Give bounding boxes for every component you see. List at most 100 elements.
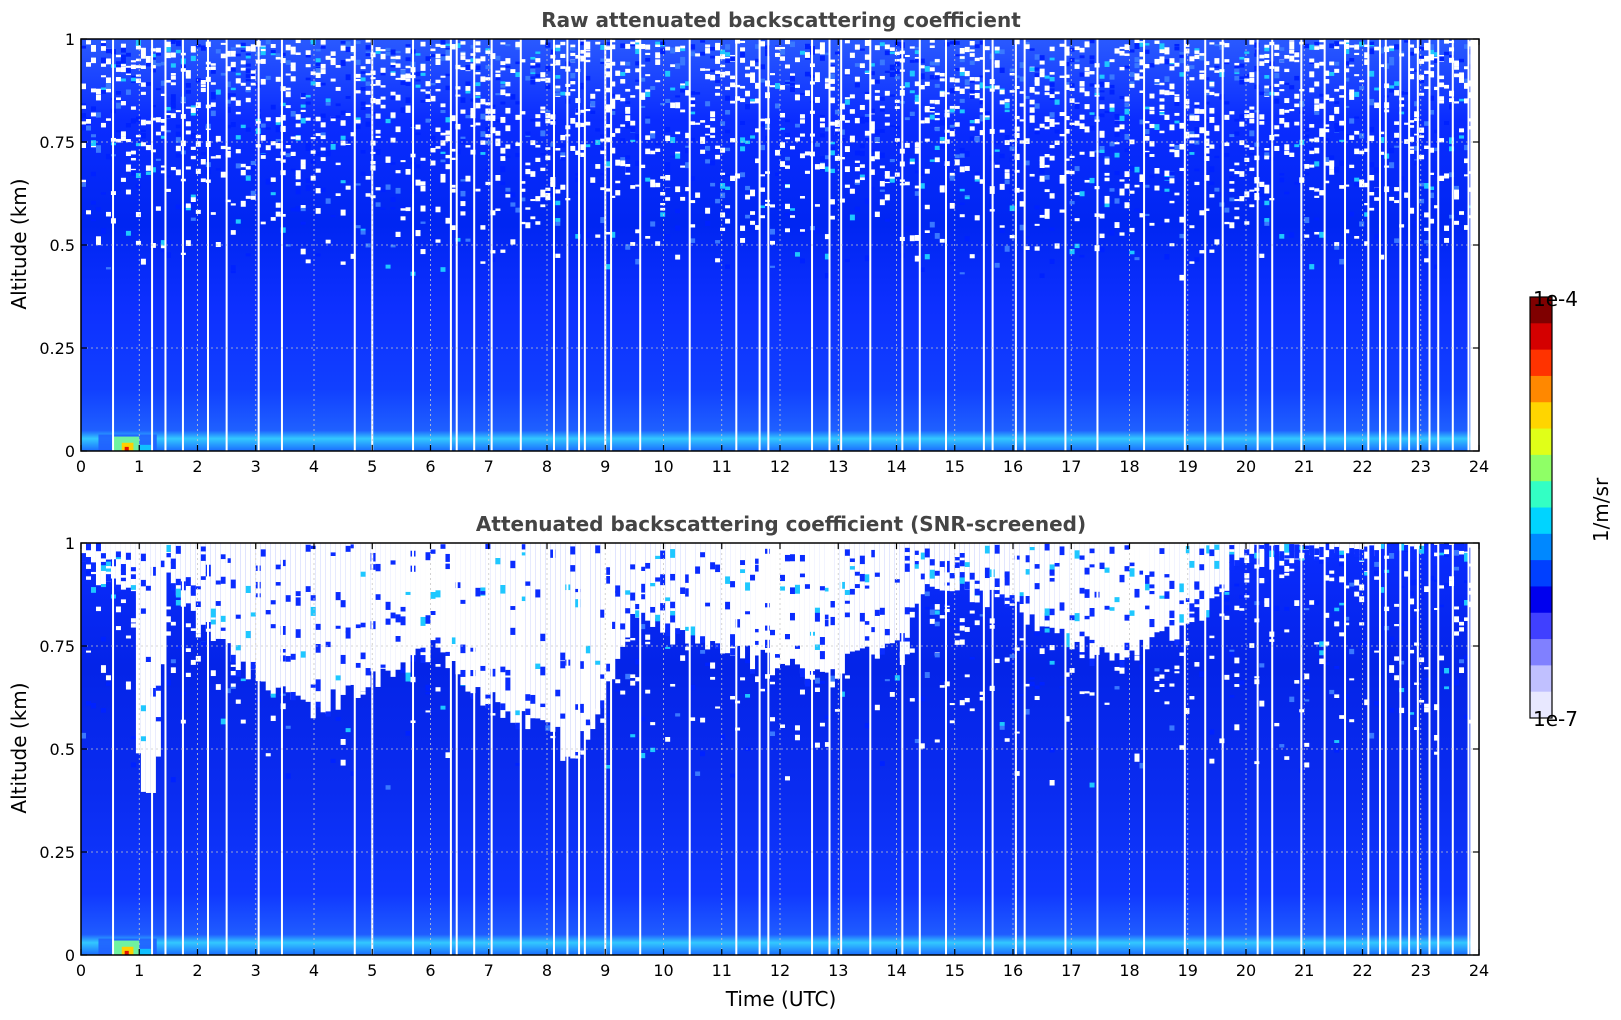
noise-speck: [1394, 191, 1400, 194]
noise-speck: [919, 696, 926, 702]
cloud-block: [285, 656, 292, 662]
cloud-block: [1004, 597, 1011, 601]
heatmap-column: [195, 543, 202, 955]
noise-speck: [85, 570, 92, 575]
cloud-block: [640, 566, 646, 571]
cloud-block: [1324, 543, 1330, 551]
noise-speck: [1329, 169, 1335, 175]
screened-region: [370, 543, 377, 672]
noise-speck: [105, 675, 112, 681]
noise-speck: [1309, 600, 1315, 605]
noise-speck: [270, 49, 277, 54]
noise-speck: [929, 159, 936, 162]
noise-speck: [275, 76, 282, 82]
heatmap-column: [140, 39, 147, 451]
noise-speck: [570, 117, 576, 124]
noise-speck: [720, 147, 726, 153]
noise-speck: [100, 636, 107, 642]
noise-speck: [1319, 103, 1325, 109]
cloud-block: [665, 597, 671, 602]
noise-speck: [1144, 152, 1150, 157]
cloud-block: [1104, 567, 1110, 573]
noise-speck: [824, 155, 831, 160]
noise-speck: [130, 77, 137, 82]
noise-speck: [1084, 91, 1090, 97]
cloud-block: [160, 560, 167, 568]
noise-speck: [1444, 39, 1450, 44]
cloud-block: [864, 574, 871, 583]
heatmap-column: [390, 543, 397, 955]
noise-speck: [1074, 65, 1080, 69]
noise-speck: [615, 190, 621, 196]
cloud-block: [155, 717, 162, 722]
noise-speck: [1354, 116, 1360, 119]
noise-speck: [1319, 231, 1325, 238]
noise-speck: [645, 641, 651, 645]
noise-speck: [1024, 708, 1031, 715]
noise-speck: [460, 67, 466, 71]
noise-speck: [135, 134, 142, 138]
cloud-block: [400, 616, 406, 626]
noise-speck: [1314, 104, 1320, 109]
noise-speck: [969, 53, 976, 57]
noise-speck: [1019, 91, 1026, 94]
cloud-block: [460, 644, 466, 654]
noise-speck: [360, 691, 366, 695]
noise-speck: [90, 106, 97, 112]
noise-speck: [665, 70, 671, 77]
noise-speck: [924, 105, 931, 111]
noise-speck: [1039, 178, 1046, 182]
noise-speck: [1214, 239, 1220, 245]
screened-region: [235, 543, 242, 672]
noise-speck: [115, 61, 122, 64]
noise-speck: [789, 145, 796, 150]
noise-speck: [1089, 39, 1095, 44]
noise-speck: [1099, 81, 1105, 88]
cloud-block: [1184, 598, 1190, 602]
noise-speck: [360, 87, 366, 91]
noise-speck: [1464, 174, 1470, 177]
noise-speck: [730, 75, 736, 80]
noise-speck: [690, 238, 696, 243]
noise-speck: [740, 57, 746, 63]
noise-speck: [1204, 89, 1210, 93]
screened-region: [365, 543, 372, 688]
noise-speck: [1384, 153, 1390, 159]
noise-speck: [1064, 672, 1070, 677]
noise-speck: [1054, 129, 1060, 134]
cloud-block: [85, 543, 92, 551]
noise-speck: [1229, 176, 1235, 179]
screened-region: [1119, 543, 1126, 662]
noise-speck: [1224, 142, 1230, 147]
noise-speck: [100, 62, 107, 67]
noise-speck: [525, 168, 531, 172]
noise-speck: [1214, 125, 1220, 132]
noise-speck: [440, 151, 446, 154]
noise-speck: [849, 214, 856, 221]
heatmap-column: [580, 543, 586, 955]
noise-speck: [705, 220, 711, 226]
noise-speck: [485, 140, 491, 145]
heatmap-column: [580, 39, 586, 451]
noise-speck: [165, 41, 172, 48]
noise-speck: [1424, 183, 1430, 189]
noise-speck: [964, 196, 971, 200]
noise-speck: [600, 138, 606, 142]
cloud-block: [520, 596, 526, 602]
noise-speck: [814, 76, 821, 83]
noise-speck: [325, 150, 332, 157]
screened-region: [490, 543, 496, 693]
cloud-block: [1199, 590, 1205, 600]
noise-speck: [230, 97, 237, 101]
noise-speck: [635, 184, 641, 187]
noise-speck: [290, 62, 297, 68]
noise-speck: [1059, 209, 1065, 213]
noise-speck: [455, 94, 461, 97]
noise-speck: [690, 51, 696, 57]
screened-region: [225, 543, 232, 644]
noise-speck: [650, 133, 656, 139]
noise-speck: [1119, 188, 1125, 195]
noise-speck: [700, 717, 706, 723]
noise-speck: [535, 58, 541, 63]
heatmap-column: [130, 543, 137, 955]
